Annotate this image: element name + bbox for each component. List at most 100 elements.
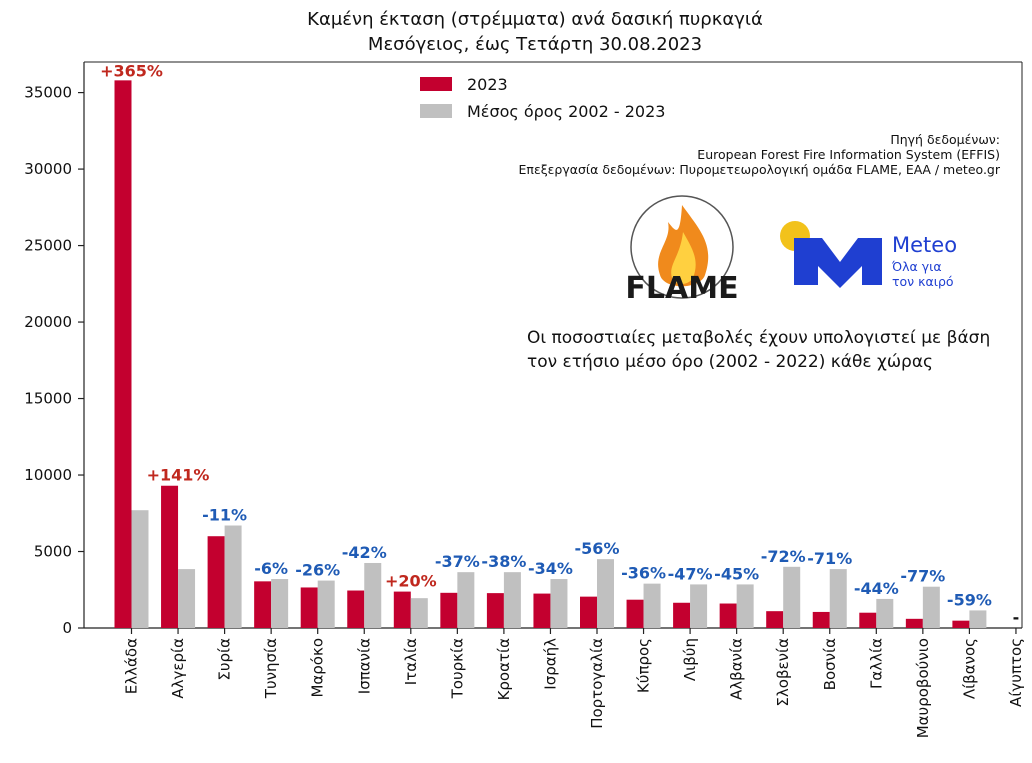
percent-change-label: +365%: [100, 61, 163, 80]
flame-logo-ring: [630, 195, 734, 299]
bar-2023: [393, 591, 411, 628]
bar-2023: [952, 620, 970, 628]
x-tick-label: Κροατία: [495, 638, 513, 701]
x-tick-label: Τυνησία: [262, 638, 280, 699]
percent-change-label: -72%: [761, 547, 806, 566]
x-tick-label: Μαρόκο: [309, 638, 327, 698]
x-tick-label: Τουρκία: [448, 638, 466, 699]
bar-average: [457, 572, 475, 628]
x-tick-label: Μαυροβούνιο: [914, 638, 932, 738]
x-tick-label: Ιταλία: [402, 638, 420, 685]
bar-2023: [300, 587, 318, 628]
source-line-1: Πηγή δεδομένων:: [890, 132, 1000, 147]
percent-change-label: +20%: [385, 572, 437, 591]
note-line-2: τον ετήσιο μέσο όρο (2002 - 2022) κάθε χ…: [527, 352, 933, 372]
y-tick-label: 15000: [24, 390, 72, 408]
x-tick-label: Ισραήλ: [541, 638, 559, 690]
chart-title: Καμένη έκταση (στρέμματα) ανά δασική πυρ…: [307, 9, 763, 30]
bar-average: [922, 586, 940, 628]
source-line-3: Επεξεργασία δεδομένων: Πυρομετεωρολογική…: [519, 162, 1001, 177]
x-tick-label: Λίβανος: [960, 638, 978, 699]
percent-change-label: -42%: [342, 543, 387, 562]
bar-2023: [254, 581, 272, 628]
flame-logo: FLAME: [625, 195, 739, 306]
legend: 2023 Μέσος όρος 2002 - 2023: [420, 75, 665, 121]
bar-average: [597, 559, 614, 628]
x-tick-label: Αίγυπτος: [1007, 638, 1025, 707]
bar-2023: [719, 603, 737, 628]
x-tick-label: Ελλάδα: [123, 638, 141, 694]
y-ticks: 0 5000 10000 15000 20000 25000 30000 35000: [24, 84, 84, 637]
percent-change-label: -38%: [481, 552, 526, 571]
percent-change-label: -71%: [807, 549, 852, 568]
x-tick-label: Συρία: [216, 638, 234, 681]
x-tick-label: Κύπρος: [635, 638, 653, 693]
meteo-logo: Meteo Όλα για τον καιρό: [780, 221, 957, 289]
bar-average: [876, 598, 894, 628]
bar-average: [503, 572, 521, 628]
bar-average: [550, 579, 568, 628]
bar-2023: [859, 612, 877, 628]
bar-average: [643, 583, 661, 628]
bar-2023: [812, 611, 830, 628]
bar-2023: [580, 596, 597, 628]
percent-change-label: -59%: [947, 590, 992, 609]
x-tick-label: Αλβανία: [728, 638, 746, 700]
percent-change-label: -45%: [714, 564, 759, 583]
percent-change-label: -47%: [668, 564, 713, 583]
bar-2023: [486, 593, 504, 628]
legend-label-average: Μέσος όρος 2002 - 2023: [467, 102, 665, 121]
percent-change-label: -26%: [295, 561, 340, 580]
bar-average: [829, 569, 847, 628]
bar-2023: [905, 618, 923, 628]
x-tick-label: Ισπανία: [355, 638, 373, 694]
bar-average: [783, 566, 801, 628]
bar-average: [690, 584, 708, 628]
legend-swatch-average: [420, 104, 452, 118]
bar-average: [224, 525, 242, 628]
flame-logo-text: FLAME: [625, 271, 738, 306]
bar-average: [364, 562, 382, 628]
source-line-2: European Forest Fire Information System …: [697, 147, 1000, 162]
percent-change-label: -36%: [621, 564, 666, 583]
bar-average: [410, 598, 428, 628]
bar-2023: [114, 80, 132, 629]
y-tick-label: 20000: [24, 313, 72, 331]
percent-change-label: -34%: [528, 559, 573, 578]
bar-2023: [161, 485, 179, 628]
percent-change-label: -37%: [435, 552, 480, 571]
y-tick-label: 35000: [24, 84, 72, 102]
bar-average: [317, 580, 335, 628]
legend-label-2023: 2023: [467, 75, 508, 94]
x-tick-label: Γαλλία: [867, 638, 885, 689]
bar-2023: [207, 536, 225, 628]
bar-2023: [533, 593, 551, 628]
percent-change-label: -6%: [254, 559, 288, 578]
percent-change-label: -77%: [900, 567, 945, 586]
bar-2023: [347, 590, 365, 628]
meteo-logo-name: Meteo: [892, 233, 957, 257]
percent-change-label: -11%: [202, 506, 247, 525]
x-tick-label: Πορτογαλία: [588, 638, 606, 729]
x-tick-label: Λιβύη: [681, 638, 699, 681]
y-tick-label: 0: [62, 619, 72, 637]
percent-change-label: -44%: [854, 579, 899, 598]
x-ticks: Ελλάδα Αλγερία Συρία Τυνησία Μαρόκο Ισπανία Ιτ…: [123, 628, 1025, 738]
percent-labels: +365% +141% -11% -6% -26%-42% +20%-37% -38% -34…: [100, 61, 1019, 627]
bars-group: [114, 80, 987, 629]
bar-average: [271, 579, 289, 628]
note-line-1: Οι ποσοστιαίες μεταβολές έχουν υπολογιστ…: [527, 328, 990, 348]
bar-2023: [766, 611, 784, 628]
legend-swatch-2023: [420, 77, 452, 91]
y-tick-label: 5000: [34, 543, 72, 561]
bar-average: [178, 569, 196, 628]
bar-2023: [673, 602, 691, 628]
bar-2023: [626, 599, 644, 628]
y-tick-label: 25000: [24, 237, 72, 255]
y-tick-label: 30000: [24, 160, 72, 178]
meteo-m-icon: [794, 238, 882, 288]
bar-average: [131, 510, 149, 628]
meteo-tagline-1: Όλα για: [891, 259, 942, 274]
chart-subtitle: Μεσόγειος, έως Τετάρτη 30.08.2023: [368, 34, 702, 55]
